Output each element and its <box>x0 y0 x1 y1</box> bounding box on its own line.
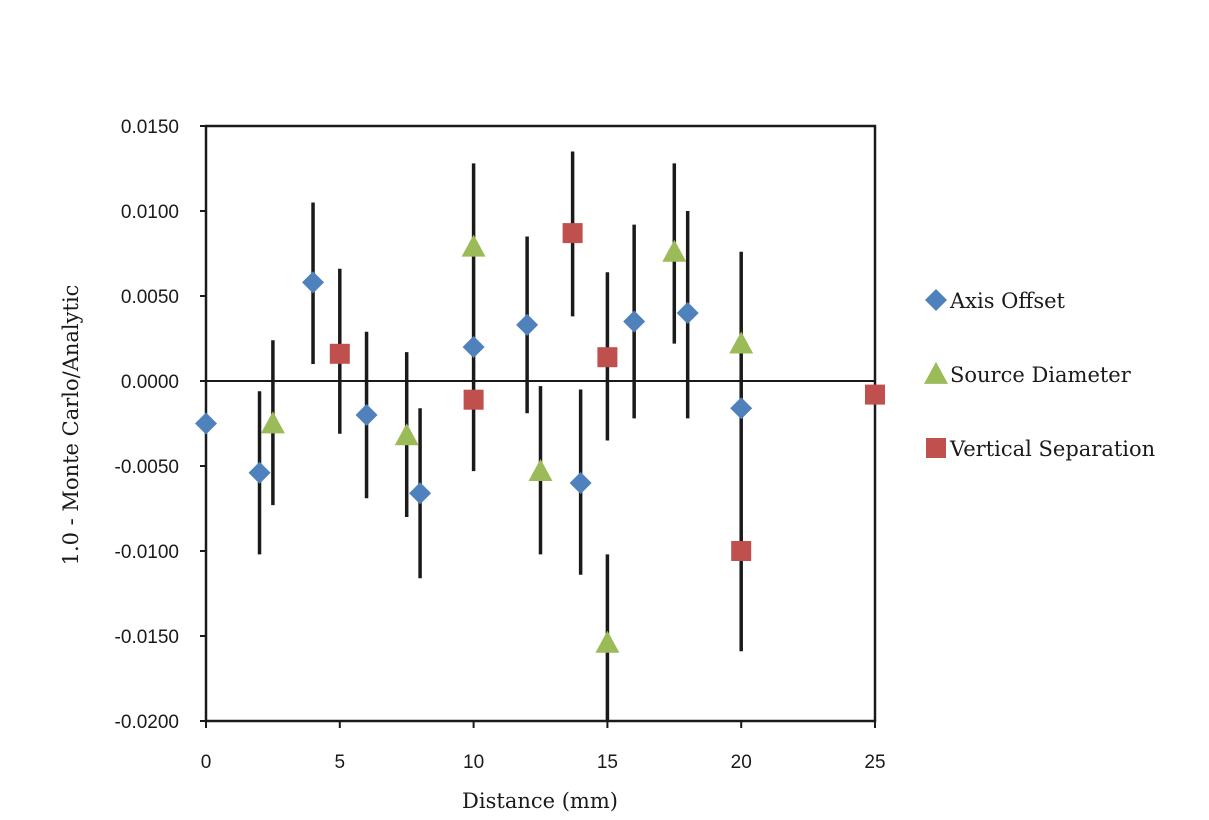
triangle-marker <box>662 239 687 262</box>
y-tick-label: -0.0150 <box>115 627 179 648</box>
data-markers <box>195 223 885 653</box>
y-tick-label: 0.0000 <box>121 372 179 393</box>
triangle-marker <box>729 331 754 354</box>
legend-label: Vertical Separation <box>949 437 1155 461</box>
legend-triangle-icon <box>924 361 948 384</box>
y-axis: 0.0150 0.0100 0.0050 0.0000 -0.0050 -0.0100 -0… <box>115 117 206 733</box>
square-marker <box>597 347 618 368</box>
x-tick-label: 25 <box>864 752 885 773</box>
square-marker <box>731 541 752 561</box>
diamond-marker <box>623 310 646 333</box>
legend-label: Source Diameter <box>950 363 1132 387</box>
legend-label: Axis Offset <box>949 289 1066 313</box>
diamond-marker <box>409 482 432 505</box>
diamond-marker <box>516 313 539 336</box>
square-marker <box>562 223 583 244</box>
y-tick-label: 0.0150 <box>121 117 179 138</box>
y-tick-label: 0.0050 <box>121 287 179 308</box>
square-marker <box>329 343 350 364</box>
diamond-marker <box>569 472 592 494</box>
triangle-marker <box>595 630 620 653</box>
y-tick-label: -0.0200 <box>115 712 179 733</box>
diamond-marker <box>462 336 485 358</box>
triangle-marker <box>461 234 486 257</box>
square-marker <box>463 389 484 410</box>
diamond-marker <box>355 404 378 426</box>
y-tick-label: -0.0100 <box>115 542 179 563</box>
error-bars <box>257 151 743 721</box>
legend-square-icon <box>926 438 946 458</box>
diamond-marker <box>248 461 271 484</box>
triangle-marker <box>528 459 553 481</box>
x-tick-label: 20 <box>731 752 752 773</box>
x-tick-label: 5 <box>335 752 346 773</box>
legend: Axis Offset Source Diameter Vertical Separ… <box>924 289 1155 461</box>
triangle-marker <box>394 423 419 446</box>
triangle-marker <box>260 411 285 434</box>
x-tick-label: 15 <box>597 752 618 773</box>
y-axis-title: 1.0 - Monte Carlo/Analytic <box>59 285 83 566</box>
diamond-marker <box>302 271 325 294</box>
x-axis-title: Distance (mm) <box>462 789 618 813</box>
diamond-marker <box>195 412 217 435</box>
diamond-marker <box>730 397 753 420</box>
square-marker <box>865 384 885 405</box>
x-tick-label: 10 <box>463 752 484 773</box>
diamond-marker <box>676 302 699 324</box>
y-tick-label: 0.0100 <box>121 202 179 223</box>
x-tick-label: 0 <box>201 752 212 773</box>
legend-diamond-icon <box>925 289 947 311</box>
y-tick-label: -0.0050 <box>115 457 179 478</box>
x-axis: 0 5 10 15 20 25 <box>201 721 886 773</box>
